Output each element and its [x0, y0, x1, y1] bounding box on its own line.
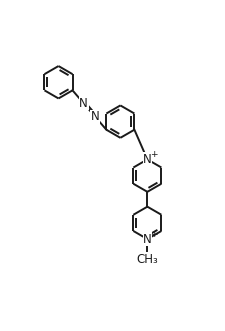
Text: N: N	[143, 153, 152, 166]
Text: N: N	[79, 97, 88, 110]
Text: +: +	[150, 150, 158, 160]
Text: +: +	[150, 230, 158, 239]
Text: CH₃: CH₃	[137, 253, 158, 266]
Text: N: N	[91, 110, 99, 123]
Text: N: N	[143, 233, 152, 246]
